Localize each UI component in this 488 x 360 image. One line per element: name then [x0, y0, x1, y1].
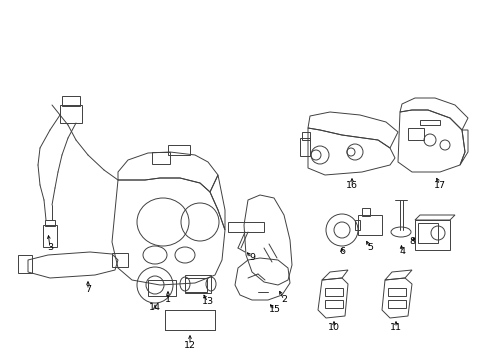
Text: 9: 9 [248, 253, 254, 262]
Bar [357, 215, 381, 235]
Bar [148, 280, 176, 296]
Bar [112, 253, 128, 267]
Bar [60, 105, 82, 123]
Bar [387, 300, 405, 308]
Bar [414, 220, 449, 250]
Bar [184, 278, 206, 292]
Bar [354, 220, 359, 230]
Text: 5: 5 [366, 243, 372, 252]
Bar [62, 96, 80, 106]
Text: 6: 6 [338, 248, 345, 256]
Bar [152, 152, 170, 164]
Bar [168, 145, 190, 155]
Bar [419, 120, 439, 125]
Text: 7: 7 [85, 285, 91, 294]
Text: 15: 15 [268, 306, 281, 315]
Text: 1: 1 [164, 296, 171, 305]
Text: 8: 8 [408, 238, 414, 247]
Bar [299, 138, 309, 156]
Text: 3: 3 [47, 243, 53, 252]
Text: 14: 14 [149, 303, 161, 312]
Text: 4: 4 [398, 248, 404, 256]
Bar [43, 225, 57, 247]
Bar [45, 220, 55, 226]
Bar [407, 128, 423, 140]
Bar [387, 288, 405, 296]
Text: 13: 13 [202, 297, 214, 306]
Text: 2: 2 [281, 296, 286, 305]
Bar [302, 132, 309, 140]
Bar [361, 208, 369, 216]
Bar [417, 223, 437, 243]
Bar [325, 288, 342, 296]
Bar [18, 255, 32, 273]
Bar [184, 275, 210, 293]
Bar [325, 300, 342, 308]
Bar [227, 222, 264, 232]
Text: 17: 17 [433, 180, 445, 189]
Text: 10: 10 [327, 324, 339, 333]
Text: 12: 12 [183, 341, 196, 350]
Text: 16: 16 [346, 180, 357, 189]
Text: 11: 11 [389, 324, 401, 333]
